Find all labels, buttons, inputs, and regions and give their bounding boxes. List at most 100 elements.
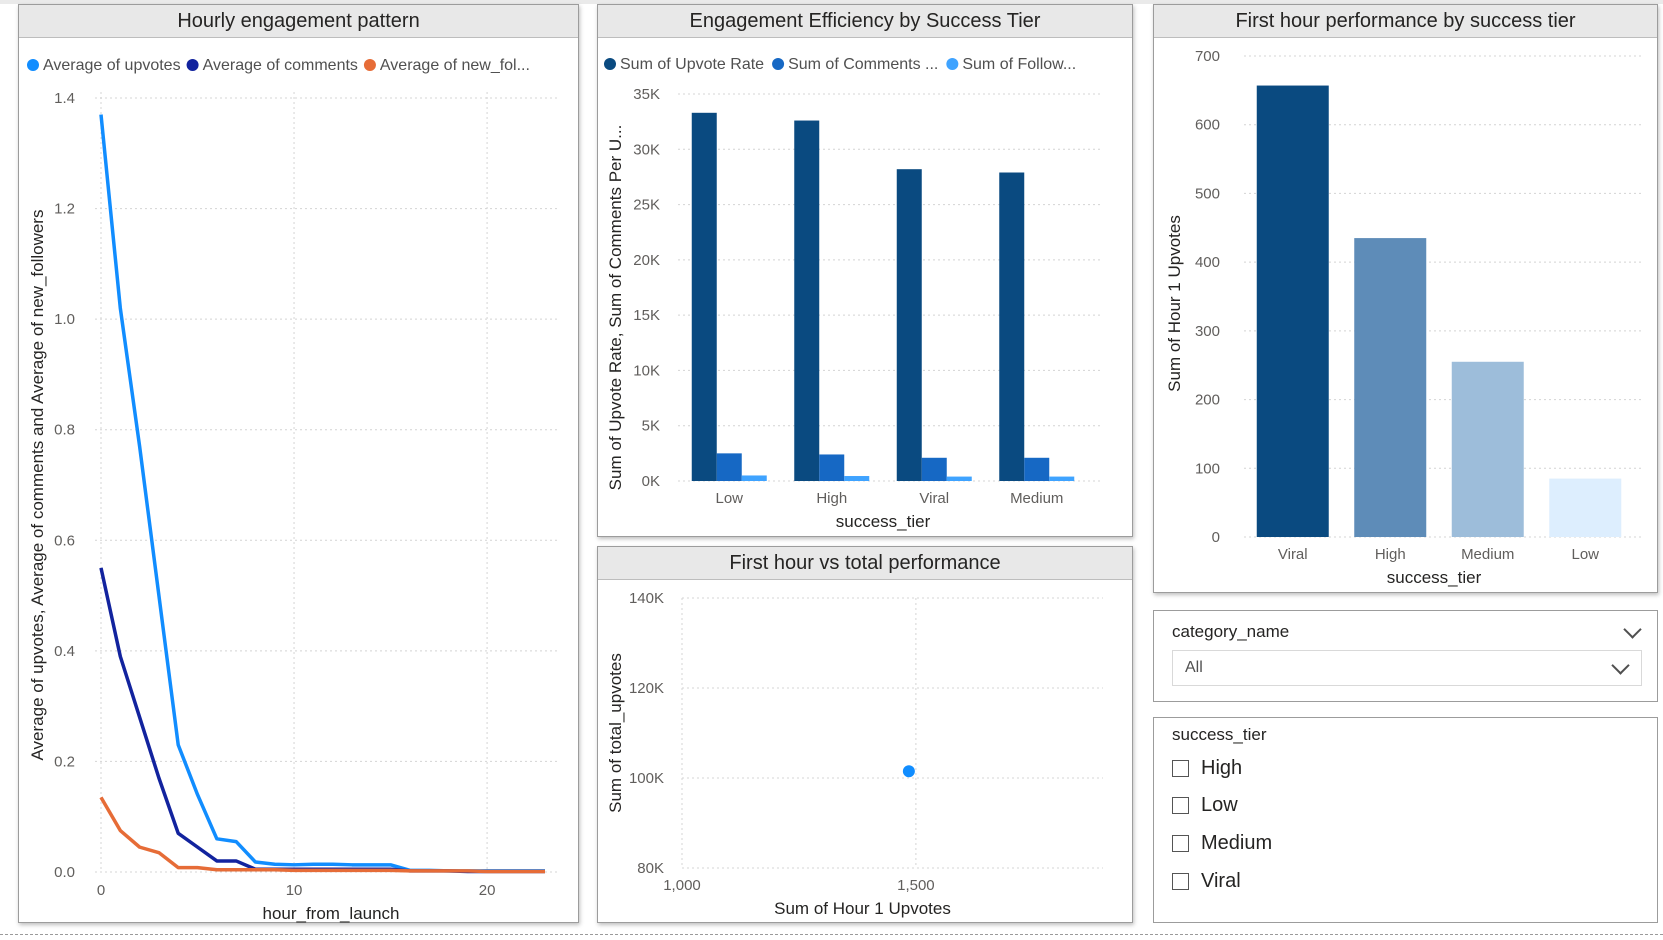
y-tick-label: 300 — [1195, 323, 1220, 340]
x-tick-label: Medium — [1010, 490, 1063, 507]
bar — [1024, 457, 1050, 481]
legend-label: Sum of Follow... — [962, 56, 1076, 73]
legend-label: Average of new_fol... — [380, 57, 530, 74]
y-tick-label: 5K — [642, 418, 660, 435]
success-tier-slicer[interactable]: success_tier High Low Medium Viral — [1153, 717, 1658, 923]
bar — [1549, 478, 1622, 537]
bar — [844, 476, 870, 481]
series-line — [99, 114, 545, 873]
card-title: First hour vs total performance — [598, 547, 1132, 580]
y-tick-label: 1.2 — [54, 201, 75, 218]
y-tick-label: 0.6 — [54, 532, 75, 549]
x-tick-label: Medium — [1461, 546, 1514, 563]
chevron-down-icon[interactable] — [1623, 620, 1642, 639]
x-tick-label: Viral — [919, 490, 949, 507]
legend-label: Sum of Upvote Rate — [620, 56, 764, 73]
bar — [946, 476, 972, 481]
bar — [819, 454, 845, 481]
y-tick-label: 0.0 — [54, 864, 75, 881]
category-dropdown[interactable]: All — [1172, 650, 1642, 686]
y-axis-title: Sum of Upvote Rate, Sum of Comments Per … — [606, 125, 625, 491]
chevron-down-icon — [1611, 656, 1630, 675]
x-tick-label: 0 — [97, 882, 105, 899]
y-tick-label: 10K — [633, 362, 660, 379]
tier-option-high[interactable]: High — [1172, 754, 1242, 782]
checkbox[interactable] — [1172, 834, 1189, 852]
bar — [999, 172, 1025, 481]
legend-label: Average of upvotes — [43, 57, 181, 74]
y-tick-label: 0.8 — [54, 422, 75, 439]
bottom-edge — [0, 934, 1663, 935]
first-hour-performance-card[interactable]: First hour performance by success tier 0… — [1153, 4, 1658, 593]
legend-marker — [604, 58, 616, 70]
y-tick-label: 600 — [1195, 117, 1220, 134]
bar — [896, 169, 922, 481]
hourly-engagement-card[interactable]: Hourly engagement pattern Average of upv… — [18, 4, 579, 923]
y-tick-label: 100K — [629, 770, 664, 787]
y-tick-label: 0.2 — [54, 753, 75, 770]
legend-marker — [27, 59, 39, 71]
dropdown-value: All — [1185, 659, 1203, 676]
y-tick-label: 25K — [633, 197, 660, 214]
checkbox[interactable] — [1172, 796, 1189, 814]
scatter-chart[interactable]: 80K 100K 120K 140K 1,000 1,500 Sum of Hour 1 U… — [598, 547, 1134, 924]
checkbox[interactable] — [1172, 872, 1189, 890]
y-tick-label: 0K — [642, 473, 660, 490]
y-tick-label: 200 — [1195, 392, 1220, 409]
x-tick-label: Low — [1571, 546, 1599, 563]
bar — [794, 120, 820, 481]
legend-marker — [772, 58, 785, 70]
efficiency-bar-chart[interactable]: Sum of Upvote Rate Sum of Comments ... Sum… — [598, 5, 1134, 538]
y-tick-label: 100 — [1195, 460, 1220, 477]
legend-marker — [946, 58, 959, 70]
y-axis-title: Average of upvotes, Average of comments … — [28, 210, 47, 761]
legend-marker — [186, 59, 199, 71]
y-tick-label: 0 — [1212, 529, 1220, 546]
y-tick-label: 35K — [633, 86, 660, 103]
slicer-title: success_tier — [1172, 725, 1267, 744]
y-tick-label: 0.4 — [54, 643, 75, 660]
slicer-title: category_name — [1172, 622, 1290, 641]
hourly-line-chart[interactable]: Average of upvotes Average of comments Ave… — [19, 5, 580, 924]
bar — [1354, 238, 1427, 538]
y-axis-title: Sum of total_upvotes — [606, 653, 625, 813]
y-tick-label: 1.0 — [54, 311, 75, 328]
x-tick-label: 1,000 — [663, 877, 701, 894]
x-axis-title: Sum of Hour 1 Upvotes — [774, 899, 951, 918]
series-line — [99, 567, 545, 874]
tier-option-low[interactable]: Low — [1172, 791, 1238, 819]
x-axis-title: success_tier — [836, 512, 931, 531]
card-title: Hourly engagement pattern — [19, 5, 578, 38]
scatter-point — [902, 765, 915, 778]
x-tick-label: Low — [715, 490, 743, 507]
first-vs-total-card[interactable]: First hour vs total performance 80K 100K 1… — [597, 546, 1133, 923]
y-tick-label: 20K — [633, 252, 660, 269]
engagement-efficiency-card[interactable]: Engagement Efficiency by Success Tier Su… — [597, 4, 1133, 537]
x-tick-label: 1,500 — [897, 877, 935, 894]
card-title: First hour performance by success tier — [1154, 5, 1657, 38]
legend-label: Sum of Comments ... — [788, 56, 938, 73]
checkbox[interactable] — [1172, 759, 1189, 777]
y-tick-label: 120K — [629, 680, 664, 697]
x-tick-label: 20 — [479, 882, 496, 899]
bar — [1049, 476, 1075, 481]
tier-option-viral[interactable]: Viral — [1172, 867, 1241, 895]
first-hour-bar-chart[interactable]: 0 100 200 300 400 500 600 700 Viral High Medium Low… — [1154, 5, 1659, 594]
bar — [691, 112, 717, 481]
y-axis-title: Sum of Hour 1 Upvotes — [1165, 215, 1184, 392]
y-tick-label: 400 — [1195, 254, 1220, 271]
category-slicer[interactable]: category_name All — [1153, 610, 1658, 702]
x-tick-label: High — [1375, 546, 1406, 563]
y-tick-label: 500 — [1195, 185, 1220, 202]
x-tick-label: High — [816, 490, 847, 507]
top-edge — [0, 0, 1663, 4]
x-tick-label: 10 — [286, 882, 303, 899]
bar — [921, 457, 947, 481]
tier-option-medium[interactable]: Medium — [1172, 829, 1272, 857]
bar — [716, 453, 742, 481]
series-line — [99, 796, 545, 874]
y-tick-label: 80K — [637, 860, 664, 877]
legend-label: Average of comments — [203, 57, 358, 74]
card-title: Engagement Efficiency by Success Tier — [598, 5, 1132, 38]
bar — [1451, 361, 1524, 537]
